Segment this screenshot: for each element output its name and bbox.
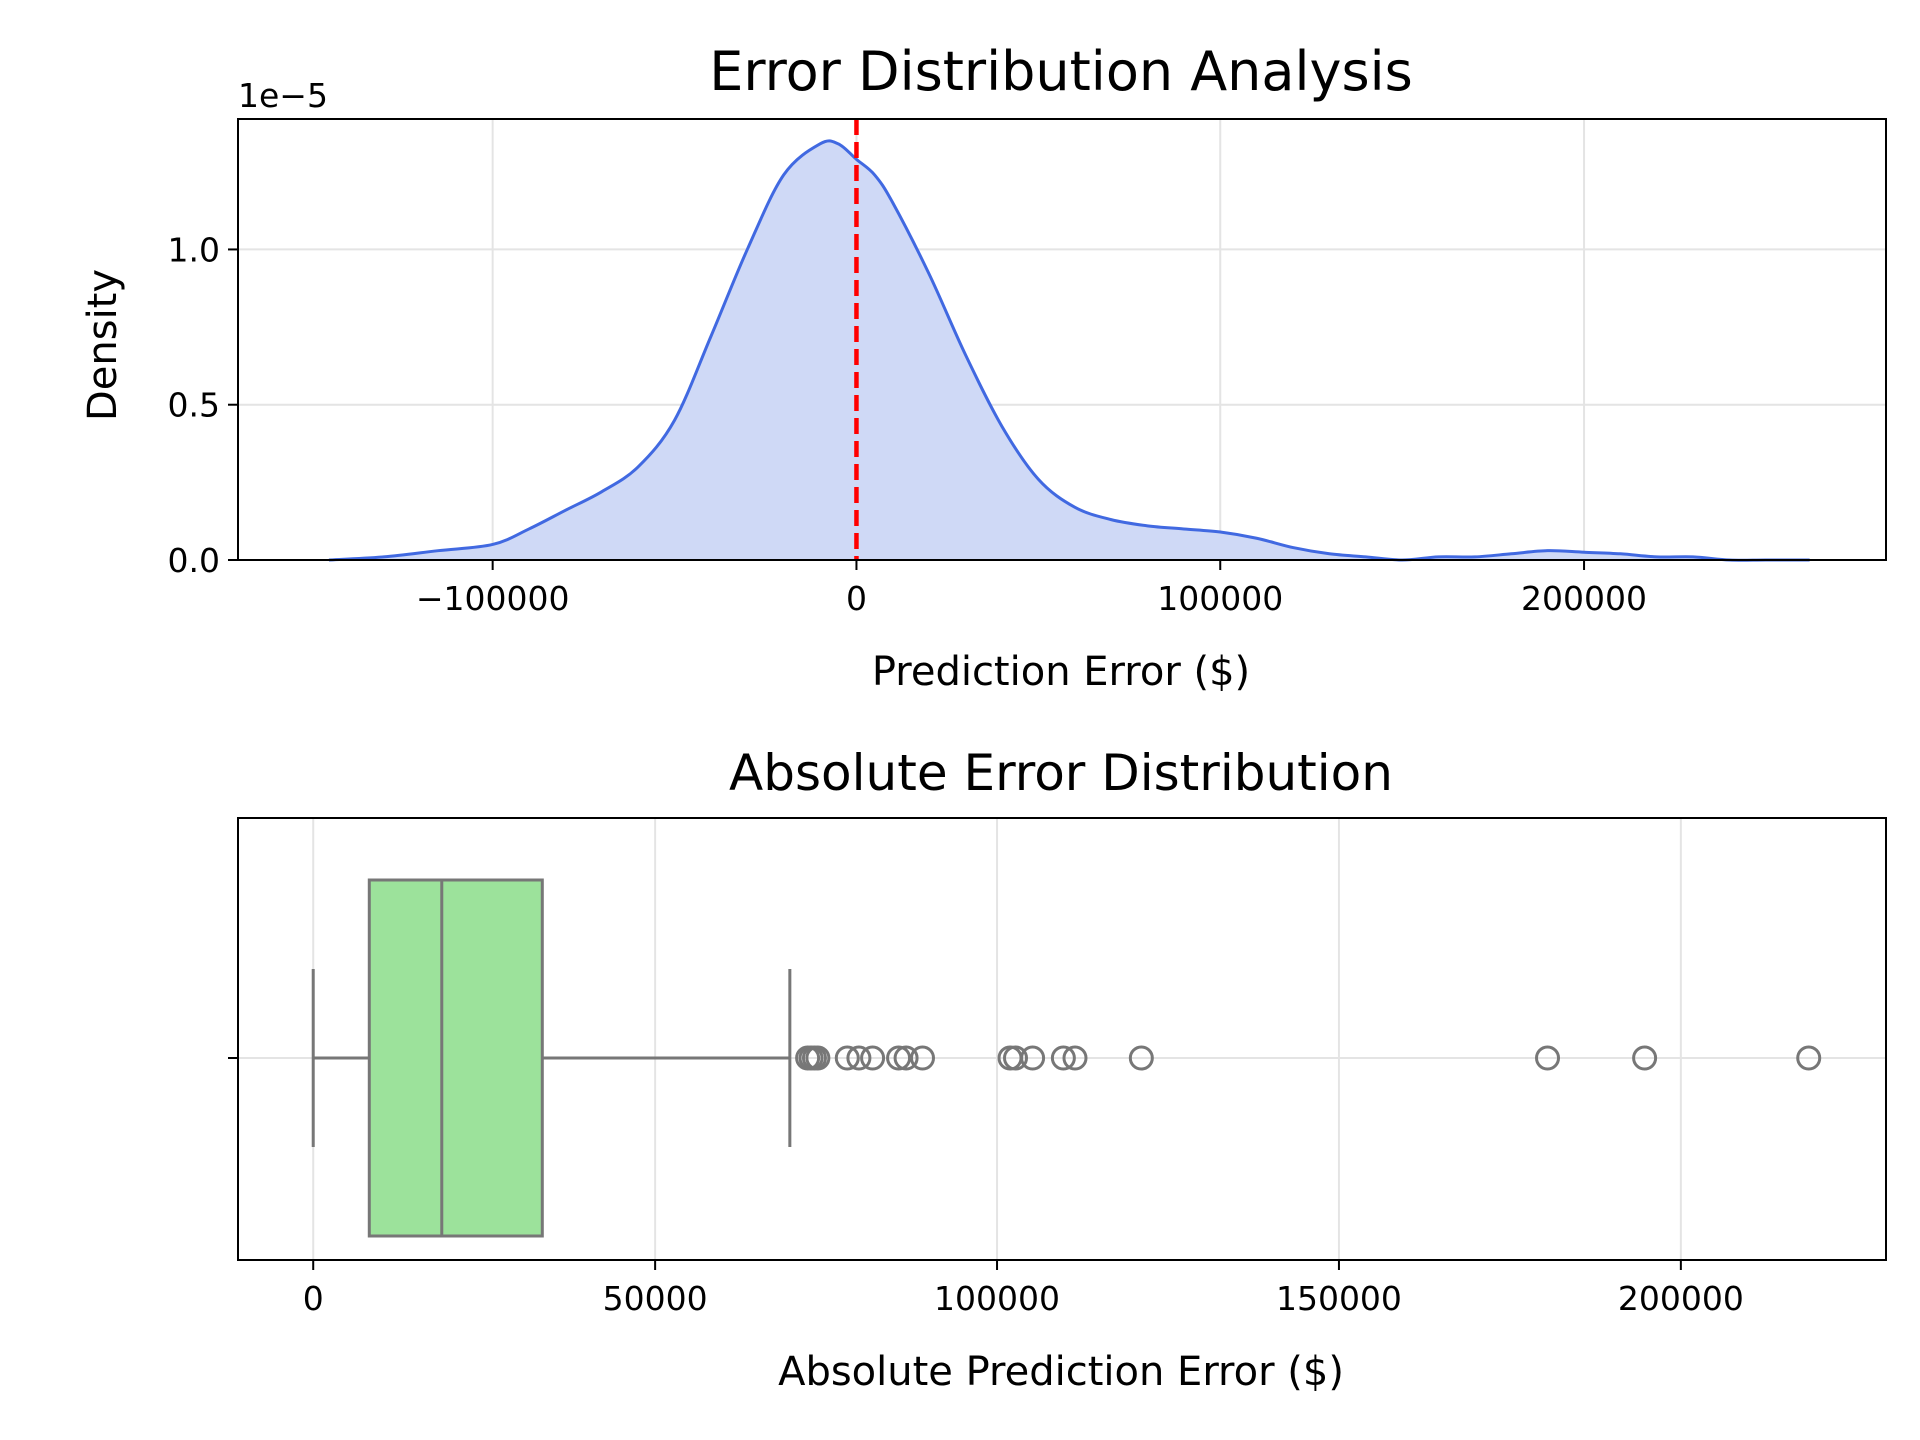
box-x-tick-label: 50000 [603,1279,708,1318]
outlier-point [886,1045,912,1071]
outlier-point [1632,1045,1658,1071]
outlier-point [834,1045,860,1071]
outlier-point [805,1045,831,1071]
density-chart-title: Error Distribution Analysis [709,40,1412,103]
density-x-tick-label: 200000 [1521,579,1647,618]
outlier-point [1003,1045,1029,1071]
box-plot-frame [237,817,1887,1261]
density-plot-area [328,119,1810,562]
outlier-point [1050,1045,1076,1071]
box-x-tick-label: 150000 [1276,1279,1402,1318]
box-x-tick-label: 200000 [1618,1279,1744,1318]
absolute-error-panel: Absolute Error Distribution 0 50000 100000… [228,744,1887,1395]
density-y-tick-label: 1.0 [168,230,220,269]
y-offset-label: 1e−5 [238,76,328,115]
box-chart-title: Absolute Error Distribution [729,744,1393,802]
density-y-tick-label: 0.5 [168,386,220,425]
density-x-tick-label: −100000 [416,579,570,618]
outlier-point [1796,1045,1822,1071]
box-x-tick-label: 0 [303,1279,324,1318]
density-x-axis-label: Prediction Error ($) [872,649,1250,695]
outlier-point [1062,1045,1088,1071]
density-fill-area [328,140,1810,561]
box-x-axis-label: Absolute Prediction Error ($) [778,1349,1344,1395]
density-y-ticks: 0.0 0.5 1.0 [168,230,238,580]
outlier-point [860,1045,886,1071]
density-plot-frame [237,118,1887,561]
density-y-tick-label: 0.0 [168,541,220,580]
density-grid [238,119,1886,560]
outlier-point [1535,1045,1561,1071]
error-density-panel: Error Distribution Analysis 1e−5 −100000… [80,40,1887,695]
interquartile-box [367,878,544,1238]
density-x-tick-label: 0 [846,579,867,618]
outlier-point [1128,1045,1154,1071]
outlier-point [846,1045,872,1071]
box-x-tick-label: 100000 [934,1279,1060,1318]
density-y-axis-label: Density [80,269,126,421]
density-x-tick-label: 100000 [1157,579,1283,618]
density-x-ticks: −100000 0 100000 200000 [416,560,1647,618]
outlier-point [1020,1045,1046,1071]
box-x-ticks: 0 50000 100000 150000 200000 [228,1057,1744,1318]
outlier-point [893,1045,919,1071]
density-curve [328,139,1810,562]
outlier-point [910,1045,936,1071]
box-plot-area [311,878,1822,1238]
